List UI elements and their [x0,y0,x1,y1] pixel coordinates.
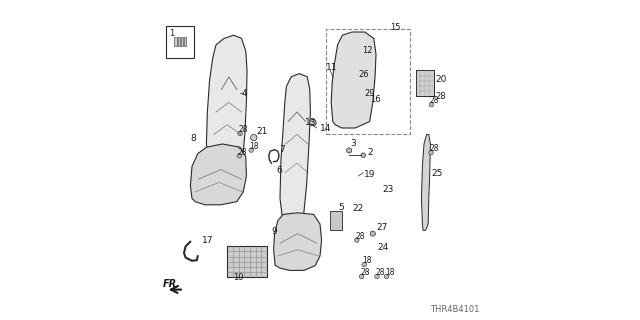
Text: 28: 28 [239,125,248,134]
Circle shape [347,148,352,153]
Text: THR4B4101: THR4B4101 [430,305,479,314]
Text: 21: 21 [256,127,268,136]
Text: 16: 16 [370,95,380,104]
Polygon shape [422,134,430,230]
Circle shape [310,119,316,126]
Circle shape [360,274,364,279]
Text: 28: 28 [429,144,439,153]
Circle shape [429,102,434,107]
FancyBboxPatch shape [330,211,342,230]
Bar [181,37,183,46]
Text: 2: 2 [367,148,373,157]
Polygon shape [332,32,376,128]
Circle shape [237,154,242,158]
Polygon shape [191,144,246,205]
Text: 7: 7 [280,145,285,154]
Bar [184,37,186,46]
Text: 13: 13 [305,118,316,127]
Circle shape [251,134,257,141]
Text: 18: 18 [363,256,372,265]
Text: 8: 8 [191,134,196,143]
Text: 22: 22 [352,204,364,213]
Circle shape [249,148,253,152]
Circle shape [375,274,379,279]
Text: 17: 17 [202,236,213,245]
Circle shape [355,238,359,242]
Text: 6: 6 [277,166,282,175]
Text: 28: 28 [430,96,439,105]
Text: 29: 29 [364,89,374,98]
Text: 12: 12 [362,46,372,55]
Text: 28: 28 [435,92,446,101]
Text: 15: 15 [390,23,401,32]
Polygon shape [206,35,247,173]
FancyBboxPatch shape [227,246,268,277]
Polygon shape [280,74,310,230]
Text: 14: 14 [320,124,332,133]
Bar [174,37,177,46]
Circle shape [370,231,375,236]
Text: 28: 28 [360,268,369,277]
Text: 5: 5 [339,203,344,212]
Text: 25: 25 [431,169,443,178]
Text: 3: 3 [351,139,356,148]
Text: 23: 23 [383,185,394,194]
Circle shape [429,150,433,155]
FancyBboxPatch shape [416,70,434,96]
Text: 1: 1 [169,29,174,38]
Polygon shape [274,213,322,270]
Bar [178,37,180,46]
Text: 28: 28 [376,268,385,277]
FancyBboxPatch shape [326,29,410,134]
Text: 26: 26 [358,70,369,79]
Text: 4: 4 [242,89,247,98]
Text: 20: 20 [436,75,447,84]
Text: 11: 11 [326,63,337,72]
Text: 18: 18 [250,142,259,151]
Text: FR.: FR. [163,279,181,289]
Text: 28: 28 [238,148,247,156]
FancyBboxPatch shape [166,26,193,58]
Text: 9: 9 [271,227,277,236]
Circle shape [238,131,243,136]
Text: 24: 24 [377,243,388,252]
Text: 10: 10 [233,273,244,282]
Circle shape [384,274,389,279]
Circle shape [361,153,365,157]
Text: 28: 28 [355,232,365,241]
Text: 27: 27 [376,223,387,232]
Text: 18: 18 [385,268,394,277]
Text: 19: 19 [364,170,376,179]
Circle shape [362,262,366,267]
